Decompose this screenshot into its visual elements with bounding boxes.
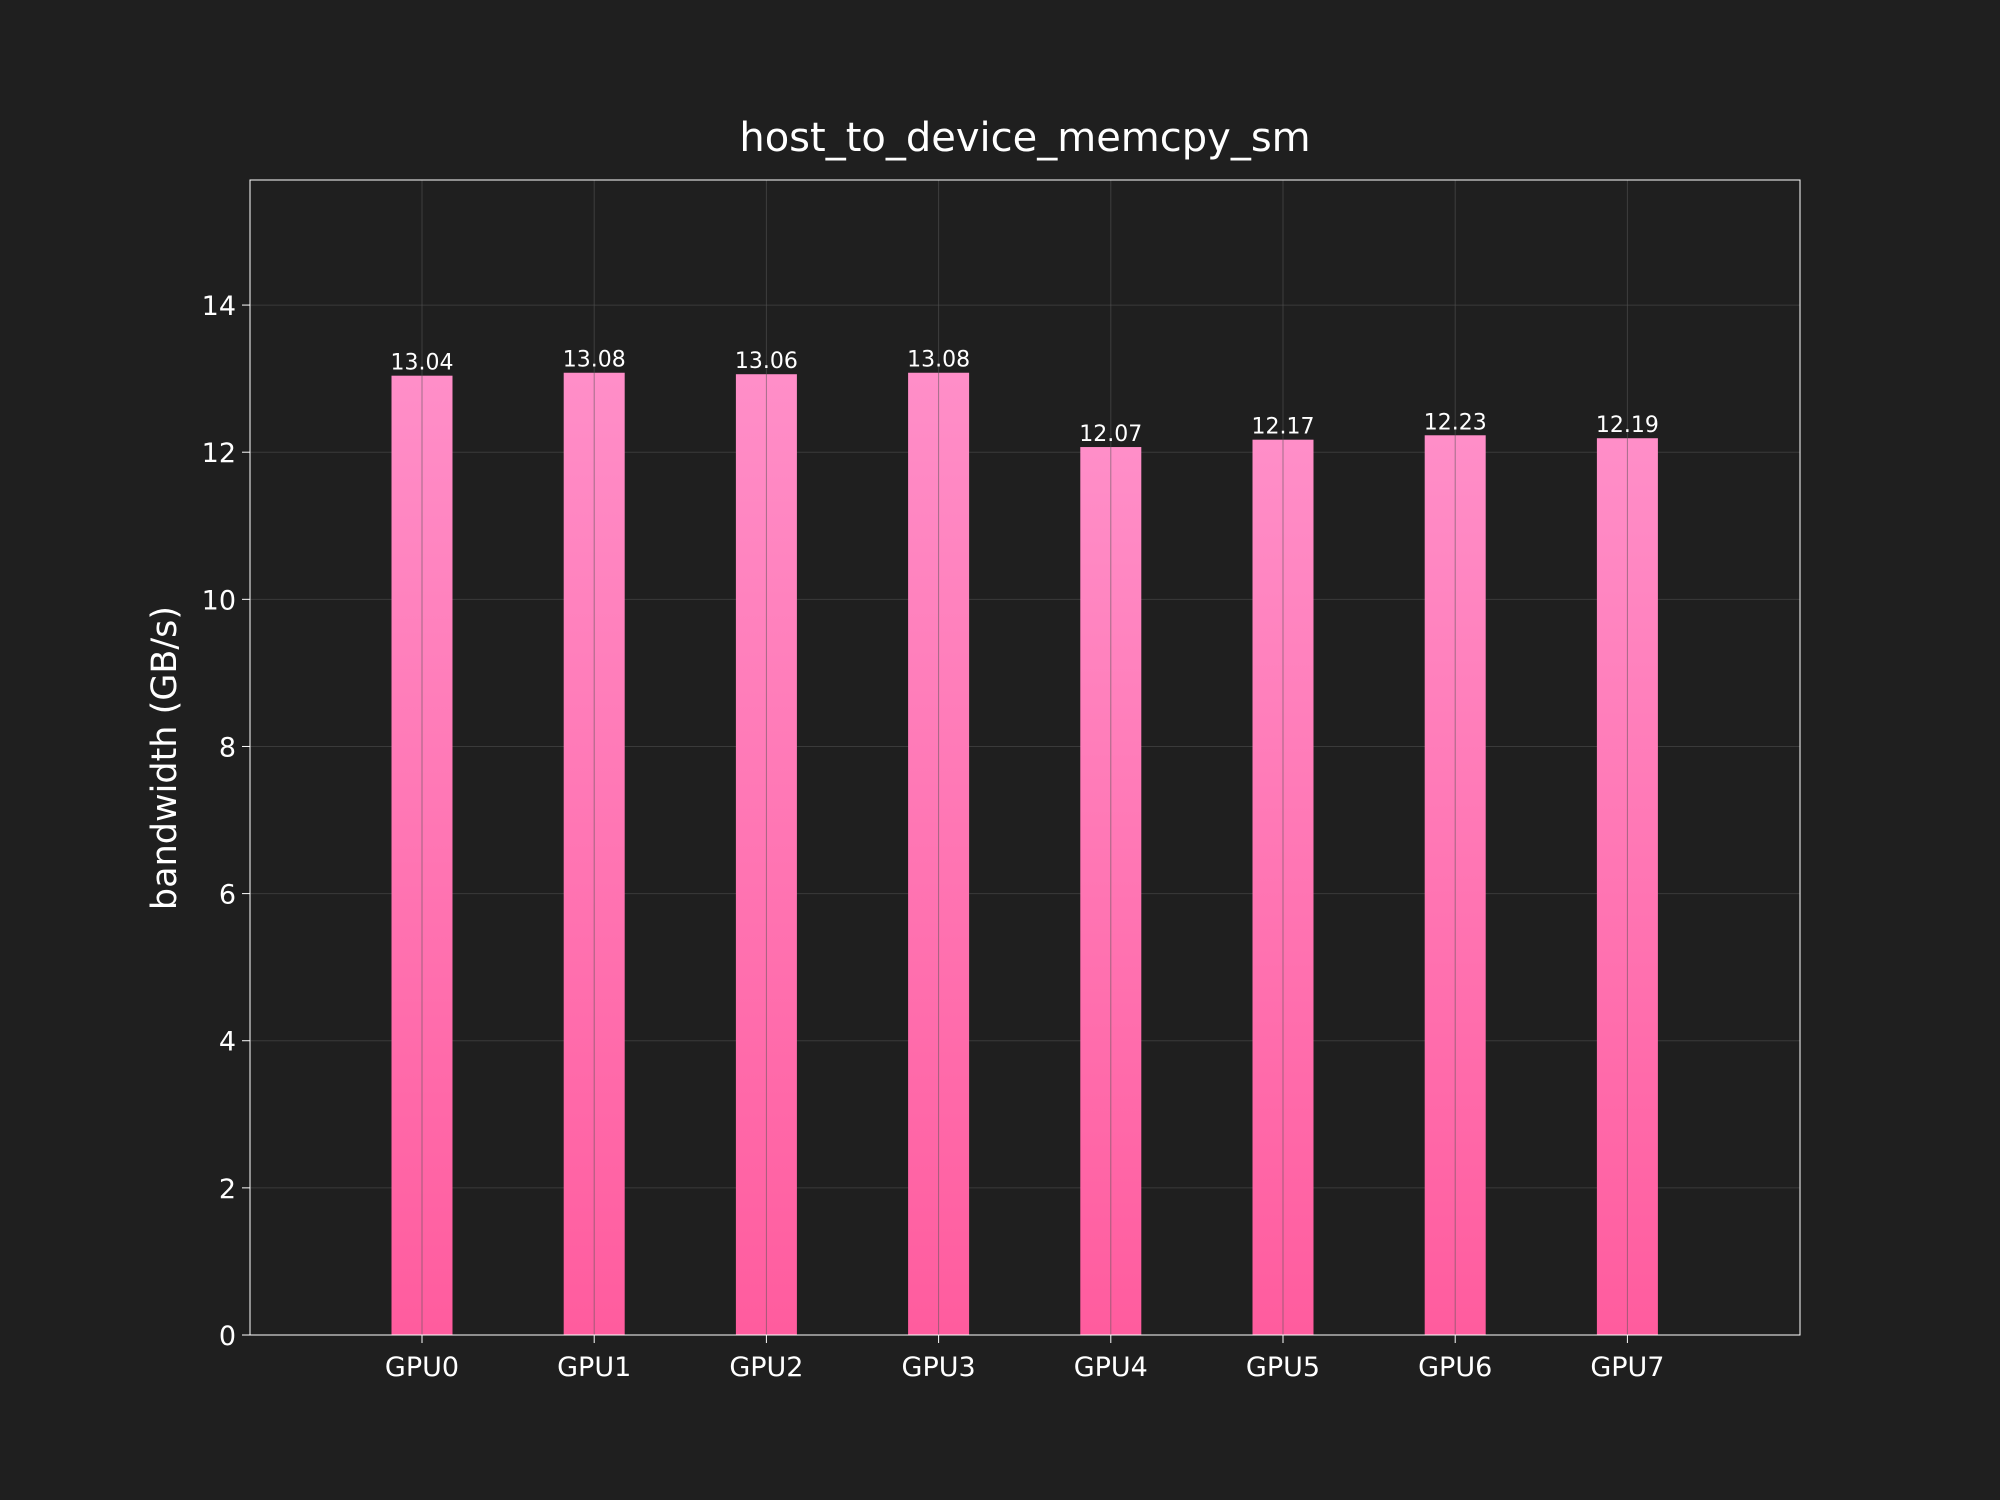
- x-tick-label: GPU6: [1418, 1352, 1492, 1383]
- bar-value-label: 12.07: [1079, 422, 1142, 447]
- bar-value-label: 12.17: [1252, 415, 1315, 440]
- x-tick-label: GPU7: [1590, 1352, 1664, 1383]
- x-tick-label: GPU3: [902, 1352, 976, 1383]
- value-labels: 13.04 13.08 13.06 13.08 12.07 12.17 12.23 12.19: [391, 348, 1659, 447]
- bar-value-label: 13.06: [735, 349, 798, 374]
- x-tick-label: GPU0: [385, 1352, 459, 1383]
- bar-value-label: 12.23: [1424, 410, 1487, 435]
- y-tick-label: 12: [202, 438, 236, 469]
- y-tick-label: 6: [219, 880, 236, 911]
- y-tick-label: 2: [219, 1174, 236, 1205]
- y-axis-label: bandwidth (GB/s): [145, 606, 185, 910]
- y-tick-label: 0: [219, 1321, 236, 1352]
- y-tick-label: 8: [219, 732, 236, 763]
- bar-value-label: 13.04: [391, 351, 454, 376]
- y-tick-label: 14: [202, 291, 236, 322]
- y-ticks: 0 2 4 6 8 10 12 14: [202, 291, 250, 1352]
- bar-value-label: 13.08: [907, 348, 970, 373]
- x-tick-label: GPU5: [1246, 1352, 1320, 1383]
- grid-lines: [250, 304, 1800, 1336]
- x-tick-label: GPU4: [1074, 1352, 1148, 1383]
- chart-title: host_to_device_memcpy_sm: [739, 115, 1310, 161]
- bar-value-label: 12.19: [1596, 413, 1659, 438]
- vertical-grid-lines: [421, 180, 1628, 1335]
- y-tick-label: 10: [202, 585, 236, 616]
- plot-area-frame: [249, 179, 1801, 1336]
- x-ticks: GPU0 GPU1 GPU2 GPU3 GPU4 GPU5 GPU6 GPU7: [385, 1335, 1664, 1383]
- y-tick-label: 4: [219, 1027, 236, 1058]
- x-tick-label: GPU1: [557, 1352, 631, 1383]
- x-tick-label: GPU2: [729, 1352, 803, 1383]
- bar-value-label: 13.08: [563, 348, 626, 373]
